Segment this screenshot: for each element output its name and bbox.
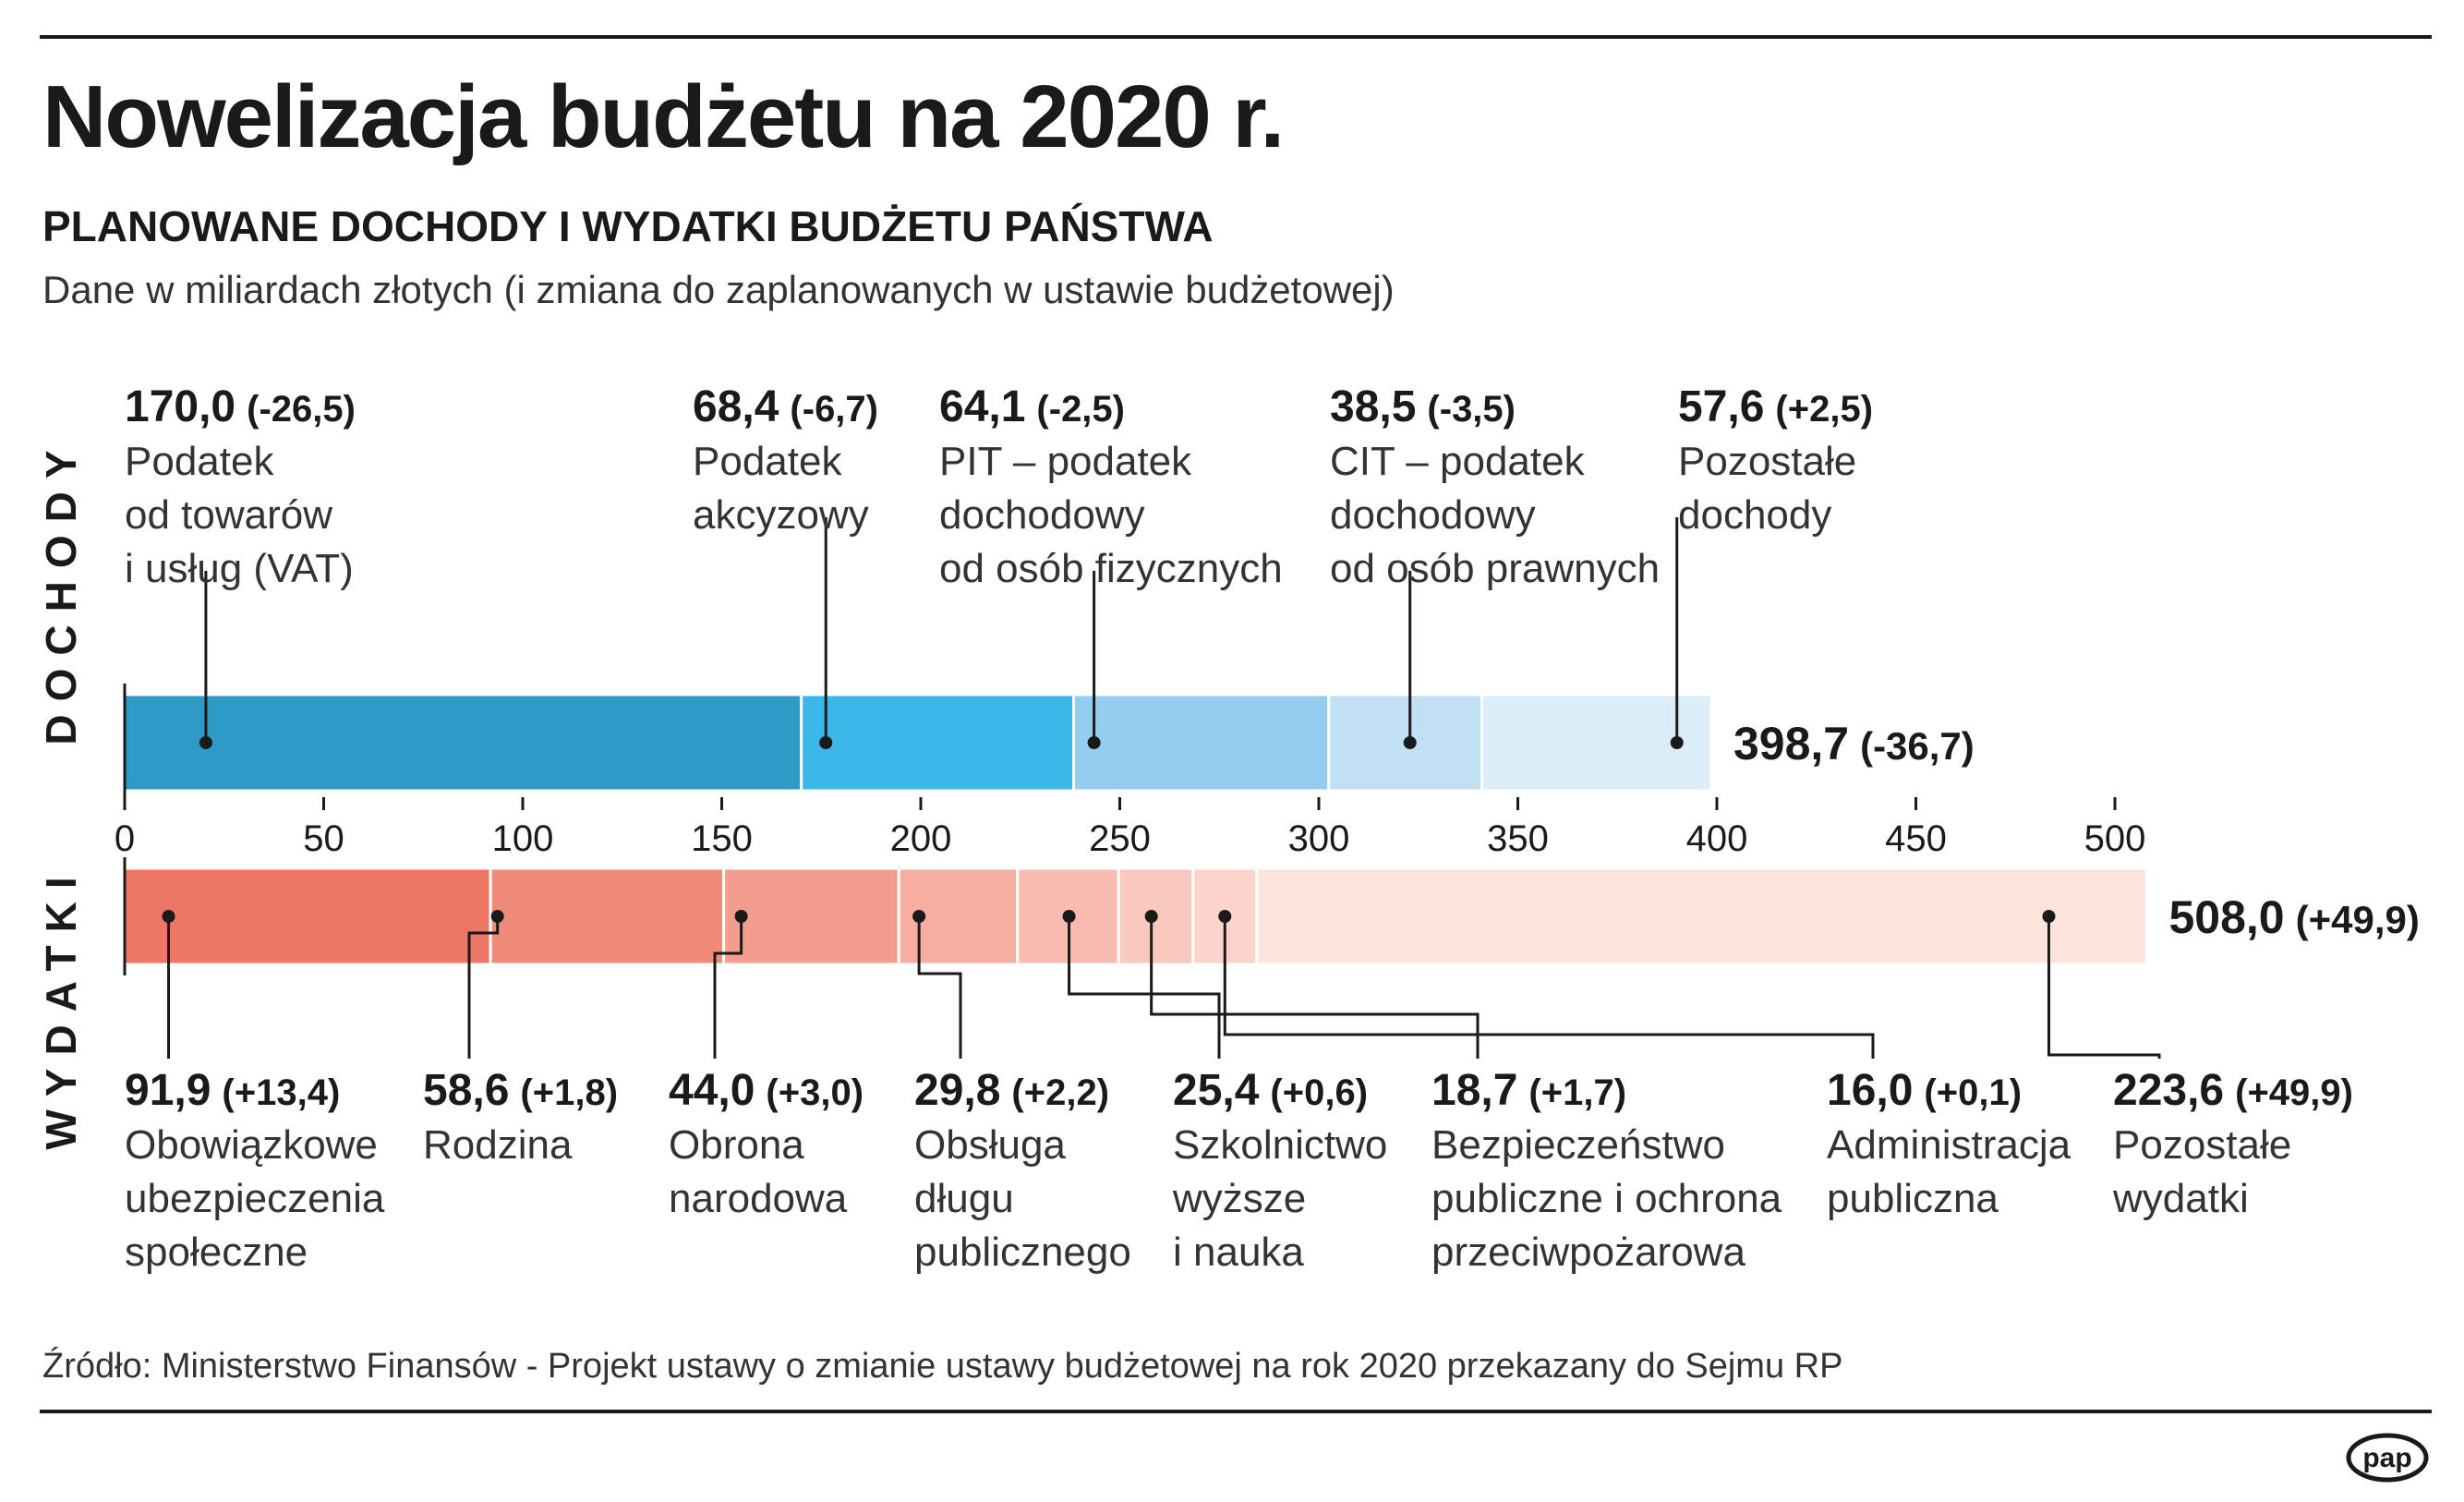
expense-segment-name: przeciwpożarowa [1431,1229,1745,1275]
income-bar-segment [1072,693,1331,793]
income-segment-value: 64,1 [939,382,1025,431]
expense-segment-value: 58,6 [423,1066,509,1115]
income-segment-name: od osób fizycznych [939,546,1283,591]
expense-leader-line [1150,916,1480,1059]
income-segment-name: dochody [1678,492,1831,538]
expense-segment-name: wyższe [1172,1176,1306,1221]
expense-segment-value: 16,0 [1827,1066,1913,1115]
income-segment-value: 57,6 [1678,382,1764,431]
income-segment-name: od towarów [125,492,332,538]
expense-leader-line [2047,916,2161,1059]
expense-segment-value: 223,6 [2113,1066,2224,1115]
expense-segment-name: Administracja [1827,1122,2071,1168]
expense-segment-value: 25,4 [1173,1066,1260,1115]
income-segment-name: i usług (VAT) [125,546,354,591]
svg-text:pap: pap [2362,1443,2411,1473]
source-note: Źródło: Ministerstwo Finansów - Projekt … [42,1347,1843,1386]
expense-segment-change: (+1,8) [520,1072,618,1113]
expense-leader-line [917,916,962,1059]
income-segment-value: 170,0 [125,382,236,431]
expense-segment-change: (+2,2) [1011,1072,1109,1113]
income-bar-segment [800,693,1076,793]
expense-segment-name: Rodzina [423,1122,573,1168]
expense-segment-name: i nauka [1173,1229,1304,1275]
income-segment-value: 68,4 [693,382,779,431]
expense-segment-change: (+0,1) [1924,1072,2022,1113]
expense-leader-line [1068,916,1221,1059]
income-segment-change: (-3,5) [1427,389,1516,430]
page-title: Nowelizacja budżetu na 2020 r. [42,67,1285,166]
expense-total-change: (+49,9) [2296,898,2420,941]
expense-segment-name: publiczne i ochrona [1431,1176,1782,1221]
expense-segment-change: (+1,7) [1528,1072,1626,1113]
expense-bar-segment [722,866,900,966]
expense-segment-change: (+49,9) [2235,1072,2353,1113]
axis-tick-label: 450 [1885,818,1947,859]
expense-segment-name: Szkolnictwo [1173,1122,1387,1168]
expense-segment-name: Bezpieczeństwo [1431,1122,1725,1168]
income-segment-name: CIT – podatek [1330,439,1586,484]
expense-segment-name: Obowiązkowe [125,1122,378,1168]
axis-tick-label: 300 [1288,818,1350,859]
income-bar-segment [123,693,803,793]
expense-segment-name: Obsługa [914,1122,1066,1168]
income-segment-name: PIT – podatek [939,439,1192,484]
axis-tick-label: 250 [1089,818,1151,859]
budget-chart: 0 50 100 150 200 250 300 350 400 450 500 398,7 (-36,… [37,382,2420,1275]
expense-segment-name: Pozostałe [2113,1122,2291,1168]
units-note: Dane w miliardach złotych (i zmiana do z… [42,268,1395,311]
expense-segment-value: 44,0 [669,1066,755,1115]
income-segment-name: od osób prawnych [1330,546,1660,591]
income-segment-name: Podatek [693,439,842,484]
axis-tick-label: 350 [1487,818,1549,859]
bottom-rule [40,1410,2432,1413]
expense-total-value: 508,0 [2168,891,2284,943]
expense-bar-segment [123,866,492,966]
income-segment-change: (-2,5) [1036,389,1125,430]
expense-segment-value: 91,9 [125,1066,211,1115]
income-segment-change: (+2,5) [1775,389,1873,430]
income-segment-change: (-6,7) [790,389,878,430]
axis-tick-label: 200 [890,818,952,859]
income-segment-name: dochodowy [939,492,1145,538]
axis-tick-label: 0 [115,818,135,859]
income-segment-change: (-26,5) [247,389,356,430]
expense-leader-line [467,916,500,1059]
expense-bar-segment [1255,866,2148,966]
chart-subtitle: PLANOWANE DOCHODY I WYDATKI BUDŻETU PAŃS… [42,202,1214,250]
expense-leader-line [713,916,743,1059]
expense-leader-line [1223,916,1875,1059]
income-total-value: 398,7 [1733,718,1849,769]
expense-segment-name: społeczne [125,1229,308,1275]
pap-logo: pap [2346,1433,2429,1483]
expense-segment-change: (+0,6) [1270,1072,1368,1113]
axis-tick-label: 50 [303,818,344,859]
expense-segment-name: długu [914,1176,1014,1221]
income-segment-value: 38,5 [1330,382,1416,431]
expense-segment-name: narodowa [669,1176,848,1221]
income-segment-name: Podatek [125,439,274,484]
income-total-change: (-36,7) [1860,724,1975,768]
income-segment-name: Pozostałe [1678,439,1856,484]
expense-segment-name: Obrona [669,1122,804,1168]
expense-segment-name: ubezpieczenia [125,1176,385,1221]
axis-tick-label: 100 [492,818,554,859]
axis-tick-label: 500 [2084,818,2146,859]
expense-segment-value: 29,8 [914,1066,1000,1115]
expense-segment-name: publicznego [914,1229,1131,1275]
expense-segment-value: 18,7 [1431,1066,1517,1115]
axis-tick-label: 400 [1686,818,1748,859]
top-rule [40,35,2432,39]
income-segment-name: dochodowy [1330,492,1536,538]
expense-segment-change: (+13,4) [222,1072,340,1113]
expense-side-label: WYDATKI [37,864,85,1149]
income-side-label: DOCHODY [37,437,85,745]
expense-segment-name: wydatki [2112,1176,2249,1221]
expense-segment-change: (+3,0) [766,1072,864,1113]
income-segment-name: akcyzowy [693,492,869,538]
expense-segment-name: publiczna [1827,1176,1999,1221]
expense-bar-segment [489,866,726,966]
axis-tick-label: 150 [691,818,753,859]
